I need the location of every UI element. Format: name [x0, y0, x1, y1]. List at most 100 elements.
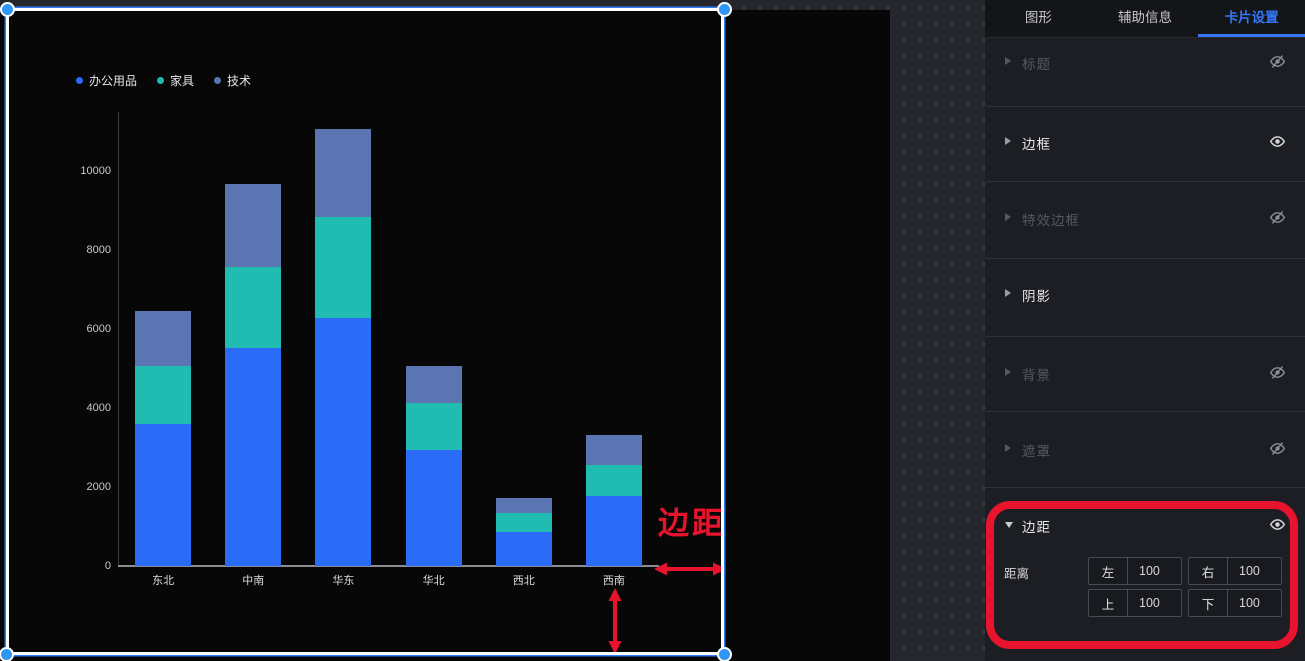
section-header-阴影[interactable]: 阴影 [985, 284, 1305, 304]
bar-segment-家具 [405, 402, 462, 450]
margin-input-group-上: 上 [1088, 589, 1182, 617]
legend-item[interactable]: 技术 [214, 72, 251, 89]
legend-label: 技术 [227, 74, 252, 88]
y-axis-tick-label: 6000 [86, 323, 111, 335]
margin-input-group-左: 左 [1088, 557, 1182, 585]
section-divider [985, 181, 1305, 182]
resize-handle-bottom-right[interactable] [717, 647, 732, 661]
section-header-边框[interactable]: 边框 [985, 132, 1305, 152]
bar-segment-办公用品 [135, 423, 192, 566]
chevron-right-icon[interactable] [1005, 137, 1011, 145]
bar-segment-办公用品 [585, 496, 642, 566]
eye-visible-icon[interactable] [1269, 516, 1286, 533]
section-label: 背景 [1022, 368, 1051, 383]
chevron-down-icon[interactable] [1005, 522, 1013, 528]
tab-图形[interactable]: 图形 [1024, 10, 1052, 25]
section-divider [985, 336, 1305, 337]
eye-hidden-icon[interactable] [1269, 364, 1286, 381]
eye-visible-icon[interactable] [1269, 133, 1286, 150]
margin-input-field-上[interactable] [1128, 590, 1181, 616]
bar-segment-技术 [495, 498, 552, 514]
chevron-right-icon[interactable] [1005, 213, 1011, 221]
card-selection-border[interactable] [6, 8, 724, 655]
legend-item[interactable]: 办公用品 [76, 72, 137, 89]
section-label: 边距 [1022, 520, 1051, 535]
bar-segment-办公用品 [225, 347, 282, 566]
section-header-边距[interactable]: 边距 [985, 515, 1305, 535]
margin-input-label: 上 [1089, 590, 1128, 616]
section-label: 阴影 [1022, 289, 1051, 304]
x-axis-category-label: 华北 [422, 575, 445, 587]
bar-segment-技术 [135, 311, 192, 367]
bar-segment-技术 [225, 184, 282, 267]
tab-卡片设置[interactable]: 卡片设置 [1198, 0, 1305, 37]
eye-hidden-icon[interactable] [1269, 53, 1286, 70]
chevron-right-icon[interactable] [1005, 444, 1011, 452]
section-label: 边框 [1022, 137, 1051, 152]
x-axis-category-label: 中南 [242, 575, 265, 587]
x-axis-category-label: 东北 [152, 575, 175, 587]
legend-dot-icon [157, 77, 165, 84]
margin-annotation-arrow-horizontal [654, 562, 726, 576]
chevron-right-icon[interactable] [1005, 368, 1011, 376]
y-axis-tick-label: 10000 [80, 165, 111, 177]
margin-input-label: 左 [1089, 558, 1128, 584]
resize-handle-top-right[interactable] [717, 2, 732, 17]
section-header-遮罩[interactable]: 遮罩 [985, 439, 1305, 459]
margin-input-field-左[interactable] [1128, 558, 1181, 584]
section-divider [985, 258, 1305, 259]
section-label: 遮罩 [1022, 444, 1051, 459]
y-axis-tick-label: 8000 [86, 244, 111, 256]
y-axis-tick-label: 2000 [86, 481, 111, 493]
bar-segment-家具 [315, 217, 372, 318]
x-axis-category-label: 华东 [332, 575, 355, 587]
settings-tabbar: 图形 辅助信息 卡片设置 [985, 0, 1305, 38]
bar-segment-家具 [135, 366, 192, 424]
eye-hidden-icon[interactable] [1269, 440, 1286, 457]
section-divider [985, 106, 1305, 107]
chevron-right-icon[interactable] [1005, 57, 1011, 65]
y-axis-tick-label: 0 [104, 560, 111, 572]
resize-handle-bottom-left[interactable] [0, 647, 14, 661]
eye-hidden-icon[interactable] [1269, 209, 1286, 226]
margin-input-group-下: 下 [1188, 589, 1282, 617]
section-header-特效边框[interactable]: 特效边框 [985, 208, 1305, 228]
resize-handle-top-left[interactable] [0, 2, 15, 17]
section-header-标题[interactable]: 标题 [985, 52, 1305, 72]
bar-segment-办公用品 [405, 449, 462, 566]
legend-dot-icon [76, 77, 83, 84]
bar-segment-技术 [315, 129, 372, 218]
margin-annotation-arrow-vertical [608, 588, 622, 654]
margin-input-label: 下 [1189, 590, 1228, 616]
y-axis-tick-label: 4000 [86, 402, 111, 414]
legend-label: 家具 [170, 74, 195, 88]
chart-legend: 办公用品 家具 技术 [76, 72, 251, 89]
bar-segment-办公用品 [315, 317, 372, 566]
tab-辅助信息[interactable]: 辅助信息 [1118, 10, 1172, 25]
margin-annotation-label: 边距 [658, 506, 726, 541]
section-label: 特效边框 [1022, 213, 1080, 228]
x-axis-line [118, 565, 659, 567]
bar-segment-技术 [405, 365, 462, 403]
bar-segment-技术 [585, 434, 642, 465]
legend-dot-icon [214, 77, 222, 84]
margin-input-group-右: 右 [1188, 557, 1282, 585]
x-axis-category-label: 西北 [512, 575, 535, 587]
y-axis-line [118, 112, 119, 566]
x-axis-category-label: 西南 [602, 575, 625, 587]
legend-item[interactable]: 家具 [157, 72, 194, 89]
margin-distance-label: 距离 [1004, 567, 1030, 581]
chevron-right-icon[interactable] [1005, 289, 1011, 297]
bar-segment-家具 [585, 464, 642, 497]
margin-input-field-下[interactable] [1228, 590, 1281, 616]
bar-segment-办公用品 [495, 532, 552, 566]
section-header-背景[interactable]: 背景 [985, 363, 1305, 383]
bar-segment-家具 [495, 513, 552, 533]
margin-input-field-右[interactable] [1228, 558, 1281, 584]
section-label: 标题 [1022, 57, 1051, 72]
section-divider [985, 411, 1305, 412]
stacked-bar-chart: 办公用品 家具 技术 0 2000 4000 6000 8000 10000 东北 中南 华东 华北 西… [76, 72, 659, 587]
section-divider [985, 487, 1305, 488]
